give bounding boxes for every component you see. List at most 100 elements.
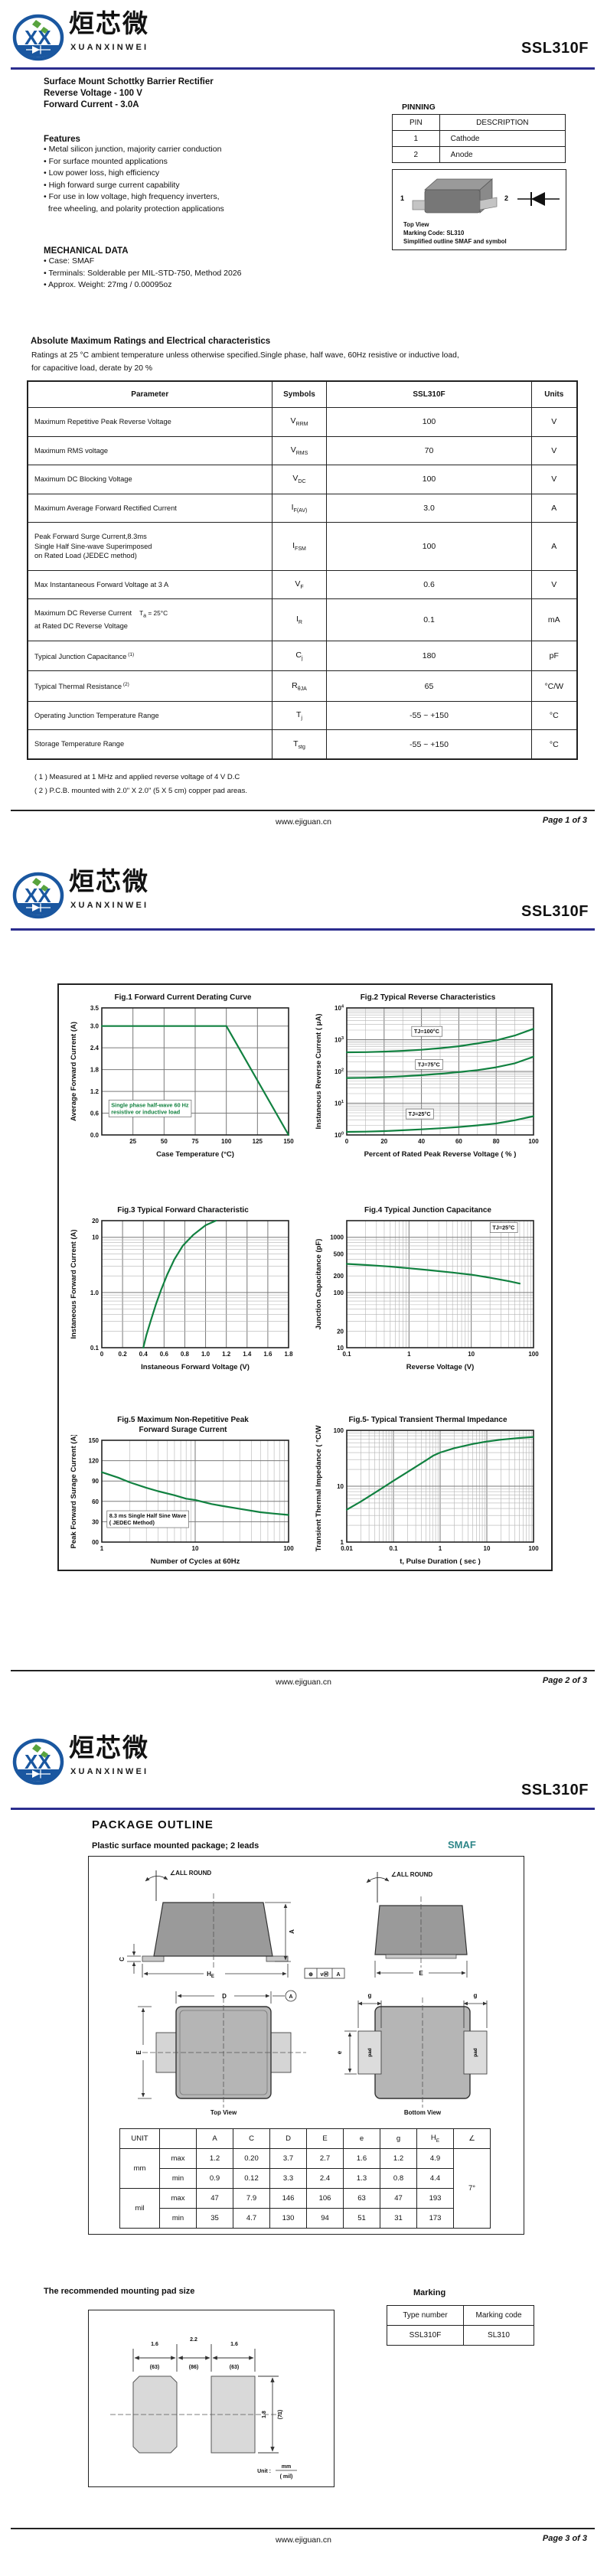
- table-row: SSL310F SL310: [387, 2325, 534, 2346]
- footer-url[interactable]: www.ejiguan.cn: [276, 2535, 331, 2545]
- svg-text:20: 20: [380, 1138, 387, 1145]
- fig1-plot: 25 50 75 100 125 150 0.0 0.6 1.2 1.8 2.4 3.0 3.5 Sing…: [70, 1005, 294, 1159]
- svg-text:1.6: 1.6: [263, 1351, 272, 1358]
- header-rule: [11, 1808, 595, 1810]
- svg-text:10: 10: [484, 1545, 491, 1552]
- svg-text:(63): (63): [150, 2365, 159, 2370]
- outline-drawing: ∠ALL ROUND C A: [119, 1870, 488, 2116]
- chart-fig3: Fig.3 Typical Forward Characteristic 0 0.…: [68, 1205, 298, 1372]
- svg-text:1.8: 1.8: [284, 1351, 293, 1358]
- svg-text:60: 60: [455, 1138, 462, 1145]
- svg-text:100: 100: [221, 1138, 232, 1145]
- mechanical-section: MECHANICAL DATA • Case: SMAF • Terminals:…: [44, 246, 242, 292]
- svg-text:10: 10: [468, 1351, 475, 1358]
- svg-text:Average Forward Current (A): Average Forward Current (A): [70, 1022, 78, 1121]
- bullet-item: • For use in low voltage, high frequency…: [44, 192, 220, 201]
- svg-text:g: g: [368, 1992, 372, 1999]
- footer-url[interactable]: www.ejiguan.cn: [276, 1678, 331, 1687]
- svg-text:102: 102: [335, 1068, 344, 1076]
- svg-text:0.6: 0.6: [90, 1110, 100, 1117]
- svg-text:A: A: [336, 1972, 340, 1978]
- svg-text:(63): (63): [230, 2365, 239, 2370]
- svg-text:e: e: [336, 2050, 343, 2054]
- svg-text:0.2: 0.2: [119, 1351, 128, 1358]
- bullet-continuation: free wheeling, and polarity protection a…: [44, 204, 224, 214]
- table-row: Maximum Repetitive Peak Reverse Voltage V…: [27, 407, 578, 437]
- svg-text:(86): (86): [189, 2365, 198, 2370]
- marking-title: Marking: [413, 2288, 446, 2297]
- bullet-item: • Low power loss, high efficiency: [44, 168, 160, 178]
- svg-text:1.6: 1.6: [151, 2342, 158, 2347]
- svg-text:0.1: 0.1: [90, 1345, 100, 1352]
- brand-name-en: XUANXINWEI: [70, 901, 149, 910]
- svg-text:40: 40: [418, 1138, 425, 1145]
- svg-text:100: 100: [283, 1545, 294, 1552]
- table-row: Maximum DC Blocking Voltage VDC 100 V: [27, 465, 578, 494]
- svg-text:TJ=100°C: TJ=100°C: [414, 1028, 440, 1035]
- package-drawing-icon: 1 2: [400, 178, 560, 214]
- chart-fig1: Fig.1 Forward Current Derating Curve 25 5…: [68, 993, 298, 1159]
- svg-text:Percent of Rated Peak Reverse: Percent of Rated Peak Reverse Voltage ( …: [364, 1150, 517, 1159]
- footer-rule: [11, 2528, 595, 2529]
- svg-text:C: C: [119, 1957, 126, 1961]
- dimensions-table: UNIT A C D E e g HE ∠ mm max 1.2 0.20 3.7 2…: [119, 2128, 491, 2229]
- svg-text:Instaneous Reverse Current ( μ: Instaneous Reverse Current ( μA): [315, 1014, 323, 1130]
- svg-text:( mil): ( mil): [280, 2474, 293, 2480]
- marking-table: Type number Marking code SSL310F SL310: [387, 2305, 534, 2346]
- svg-text:0: 0: [100, 1351, 104, 1358]
- series-tj-100-c: [345, 1028, 535, 1054]
- svg-text:0.01: 0.01: [341, 1545, 353, 1552]
- svg-text:0.8: 0.8: [181, 1351, 190, 1358]
- table-header-row: Parameter Symbols SSL310F Units: [27, 380, 578, 408]
- svg-text:∠ALL ROUND: ∠ALL ROUND: [170, 1870, 211, 1877]
- svg-text:100: 100: [528, 1138, 539, 1145]
- ratings-table: Parameter Symbols SSL310F Units Maximum Repe…: [27, 380, 578, 760]
- svg-text:1: 1: [407, 1351, 411, 1358]
- svg-text:0.0: 0.0: [90, 1132, 100, 1139]
- footer-page-number: Page 3 of 3: [542, 2534, 587, 2543]
- brand-name-en: XUANXINWEI: [70, 43, 149, 52]
- fig6-plot: 0.01 0.1 1 10 100 1 10 100 t, Pulse Duration ( s…: [315, 1425, 539, 1566]
- svg-text:mm: mm: [282, 2464, 291, 2470]
- svg-text:500: 500: [334, 1251, 344, 1257]
- svg-text:10: 10: [92, 1234, 99, 1241]
- series-tj-25-c: [345, 1115, 535, 1133]
- page-2: XX 烜芯微 XUANXINWEI SSL310F Fig.1 Forward …: [0, 842, 607, 1714]
- svg-text:103: 103: [335, 1036, 344, 1044]
- brand-name-cn: 烜芯微: [69, 1733, 149, 1762]
- chart-fig5: Fig.5 Maximum Non-Repetitive Peak Forwar…: [68, 1415, 298, 1567]
- svg-text:1: 1: [400, 194, 404, 202]
- svg-text:Junction Capacitance (pF): Junction Capacitance (pF): [315, 1239, 323, 1330]
- footer-rule: [11, 1670, 595, 1671]
- table-row: Type number Marking code: [387, 2305, 534, 2326]
- chart-fig6: Fig.5- Typical Transient Thermal Impedan…: [313, 1415, 543, 1567]
- svg-text:10: 10: [337, 1483, 344, 1490]
- svg-text:g: g: [474, 1992, 478, 1999]
- mounting-pad-box: 1.6 (63) 2.2 (86) 1.6 (63) 1.8 (71) Unit…: [88, 2310, 335, 2487]
- svg-text:1.4: 1.4: [243, 1351, 252, 1358]
- pinning-title: PINNING: [402, 103, 436, 112]
- svg-text:Number of Cycles at 60Hz: Number of Cycles at 60Hz: [151, 1557, 240, 1566]
- headline: Surface Mount Schottky Barrier Rectifier…: [44, 77, 214, 109]
- svg-text:Instaneous Forward Voltage (V): Instaneous Forward Voltage (V): [141, 1363, 250, 1371]
- ratings-section: Absolute Maximum Ratings and Electrical …: [27, 337, 579, 798]
- svg-text:1000: 1000: [330, 1234, 344, 1241]
- ratings-conditions: Ratings at 25 °C ambient temperature unl…: [31, 351, 459, 373]
- svg-text:TJ=25°C: TJ=25°C: [492, 1224, 515, 1231]
- part-number: SSL310F: [521, 40, 589, 57]
- logo-mark-icon: XX: [12, 872, 64, 919]
- footer-url[interactable]: www.ejiguan.cn: [276, 817, 331, 827]
- svg-text:120: 120: [89, 1458, 100, 1465]
- table-row: Storage Temperature Range Tstg -55 ~ +150 °…: [27, 729, 578, 760]
- table-row: Maximum DC Reverse Current Ta = 25°C at Ra…: [27, 598, 578, 641]
- logo-mark-icon: XX: [12, 14, 64, 61]
- svg-text:1.0: 1.0: [201, 1351, 210, 1358]
- bullet-item: • For surface mounted applications: [44, 156, 168, 166]
- svg-text:101: 101: [335, 1100, 344, 1107]
- svg-text:Unit :: Unit :: [257, 2469, 271, 2474]
- svg-text:E: E: [135, 2050, 142, 2055]
- svg-text:resistive or inductive load: resistive or inductive load: [111, 1108, 180, 1115]
- svg-text:1.6: 1.6: [230, 2342, 238, 2347]
